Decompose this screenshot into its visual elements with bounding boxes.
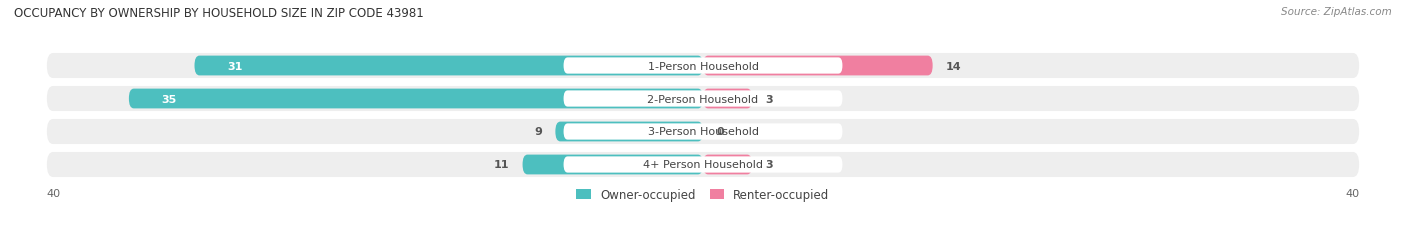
Text: 11: 11 <box>494 160 509 170</box>
FancyBboxPatch shape <box>46 152 1360 177</box>
Text: 9: 9 <box>534 127 543 137</box>
FancyBboxPatch shape <box>564 124 842 140</box>
Text: 1-Person Household: 1-Person Household <box>648 61 758 71</box>
FancyBboxPatch shape <box>703 155 752 175</box>
FancyBboxPatch shape <box>46 119 1360 144</box>
FancyBboxPatch shape <box>564 157 842 173</box>
Text: 3: 3 <box>765 160 773 170</box>
FancyBboxPatch shape <box>564 91 842 107</box>
FancyBboxPatch shape <box>703 89 752 109</box>
FancyBboxPatch shape <box>46 87 1360 112</box>
Text: 35: 35 <box>162 94 177 104</box>
Text: 0: 0 <box>716 127 724 137</box>
Text: 40: 40 <box>46 188 60 198</box>
Text: Source: ZipAtlas.com: Source: ZipAtlas.com <box>1281 7 1392 17</box>
Text: OCCUPANCY BY OWNERSHIP BY HOUSEHOLD SIZE IN ZIP CODE 43981: OCCUPANCY BY OWNERSHIP BY HOUSEHOLD SIZE… <box>14 7 423 20</box>
Text: 40: 40 <box>1346 188 1360 198</box>
FancyBboxPatch shape <box>194 56 703 76</box>
Text: 2-Person Household: 2-Person Household <box>647 94 759 104</box>
FancyBboxPatch shape <box>564 58 842 74</box>
Text: 31: 31 <box>228 61 243 71</box>
Text: 3: 3 <box>765 94 773 104</box>
FancyBboxPatch shape <box>555 122 703 142</box>
Text: 14: 14 <box>946 61 962 71</box>
Legend: Owner-occupied, Renter-occupied: Owner-occupied, Renter-occupied <box>576 188 830 201</box>
FancyBboxPatch shape <box>703 56 932 76</box>
Text: 3-Person Household: 3-Person Household <box>648 127 758 137</box>
FancyBboxPatch shape <box>129 89 703 109</box>
FancyBboxPatch shape <box>523 155 703 175</box>
Text: 4+ Person Household: 4+ Person Household <box>643 160 763 170</box>
FancyBboxPatch shape <box>46 54 1360 79</box>
